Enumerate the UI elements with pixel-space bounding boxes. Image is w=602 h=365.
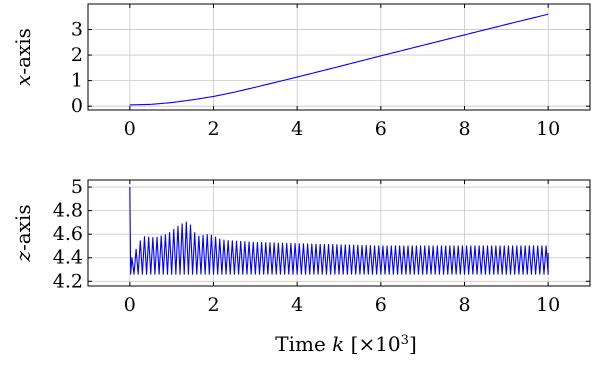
x-xtick-label: 2 — [207, 118, 219, 140]
x-xtick-label: 8 — [458, 118, 470, 140]
z-axis-panel: 0 2 4 6 8 10 4.24.44.64.85 z-axis — [11, 176, 591, 316]
z-plot-frame — [87, 179, 591, 287]
x-ytick-label: 3 — [71, 19, 83, 41]
x-xtick-label: 4 — [291, 118, 303, 140]
z-axis-ylabel: z-axis — [11, 204, 35, 262]
x-ytick-label: 2 — [71, 44, 83, 66]
x-axis-ylabel: x-axis — [11, 28, 35, 86]
x-axis-series-line — [129, 13, 549, 106]
x-axis-title: Time k [×103] — [275, 332, 417, 356]
x-plot-frame — [87, 3, 591, 111]
z-ytick-label: 4.4 — [53, 247, 83, 269]
z-ytick-label: 4.8 — [53, 200, 83, 222]
x-ytick-label: 1 — [71, 70, 83, 92]
z-ytick-label: 4.6 — [53, 223, 83, 245]
x-xtick-label: 0 — [124, 118, 136, 140]
z-xtick-label: 4 — [291, 294, 303, 316]
z-axis-series-line — [129, 187, 549, 275]
x-xtick-label: 10 — [536, 118, 560, 140]
z-ytick-label: 4.2 — [53, 270, 83, 292]
z-xtick-label: 2 — [207, 294, 219, 316]
z-xtick-label: 0 — [124, 294, 136, 316]
z-ytick-label: 5 — [71, 176, 83, 198]
z-xtick-label: 8 — [458, 294, 470, 316]
z-xtick-label: 6 — [375, 294, 387, 316]
x-axis-panel: 0 2 4 6 8 10 0 1 2 3 x-axis — [11, 3, 591, 140]
z-xtick-label: 10 — [536, 294, 560, 316]
x-ytick-label: 0 — [71, 95, 83, 117]
x-xtick-label: 6 — [375, 118, 387, 140]
